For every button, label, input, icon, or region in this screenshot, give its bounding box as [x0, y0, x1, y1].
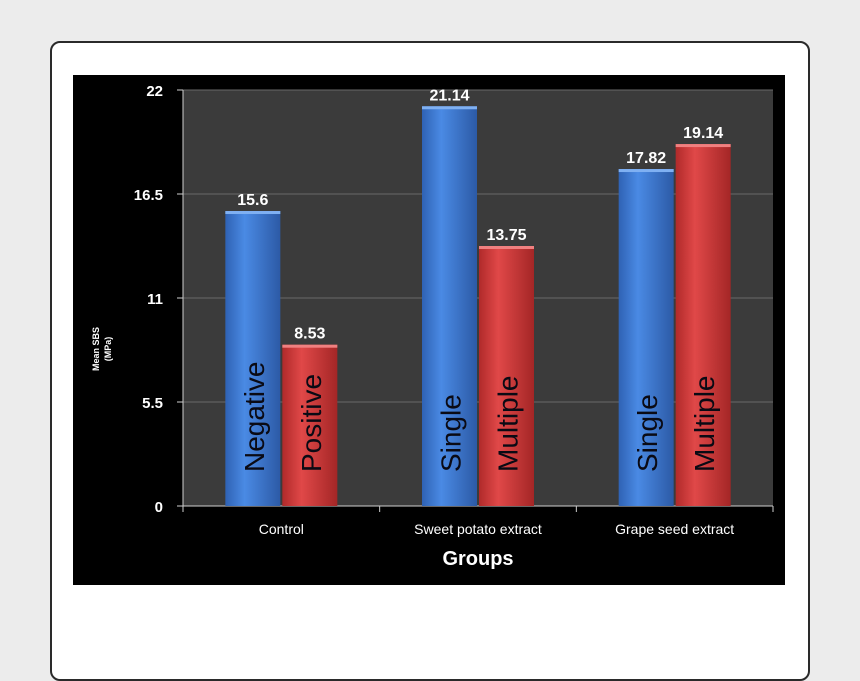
bar-series-label: Multiple [493, 376, 524, 472]
bar-top-highlight [422, 106, 477, 110]
y-tick-label: 0 [155, 499, 163, 516]
bar-control-positive [282, 344, 338, 506]
bar-chart: 0 5.5 11 16.5 22 Control Sweet potato extract G… [91, 83, 774, 570]
bar-series-label: Single [436, 394, 467, 472]
x-tick-label: Control [259, 521, 304, 537]
y-tick-label: 5.5 [142, 395, 163, 412]
bar-series-label: Negative [239, 361, 270, 472]
bars [225, 106, 731, 507]
x-tick-label: Grape seed extract [615, 521, 734, 537]
bar-top-highlight [618, 169, 674, 173]
axes [177, 89, 774, 512]
bar-sweet-potato-extract-multiple [479, 246, 534, 506]
bar-series-label: Single [632, 394, 663, 472]
bar-top-highlight [479, 246, 534, 249]
y-axis-label-line1: Mean SBS [91, 327, 101, 371]
bar-series-label: Positive [296, 374, 327, 472]
data-label: 21.14 [429, 87, 469, 104]
data-label: 19.14 [683, 125, 723, 142]
data-label: 13.75 [486, 227, 526, 244]
bar-grape-seed-extract-multiple [675, 144, 731, 506]
y-axis-label-line2: (MPa) [103, 337, 113, 362]
y-tick-label: 16.5 [134, 187, 163, 204]
bar-top-highlight [225, 211, 281, 215]
labels: 0 5.5 11 16.5 22 Control Sweet potato extract G… [134, 83, 735, 537]
y-tick-label: 22 [146, 83, 163, 100]
data-label: 8.53 [294, 326, 325, 343]
bar-sweet-potato-extract-single [422, 106, 477, 507]
bar-series-label: Multiple [689, 376, 720, 472]
x-axis-label: Groups [442, 548, 513, 570]
data-label: 15.6 [237, 192, 268, 209]
gridlines [183, 89, 773, 403]
x-tick-label: Sweet potato extract [414, 521, 542, 537]
bar-control-negative [225, 211, 281, 506]
data-label: 17.82 [626, 150, 666, 167]
y-tick-label: 11 [147, 291, 163, 308]
bar-top-highlight [675, 144, 731, 148]
bar-top-highlight [282, 344, 338, 348]
bar-grape-seed-extract-single [618, 169, 674, 507]
